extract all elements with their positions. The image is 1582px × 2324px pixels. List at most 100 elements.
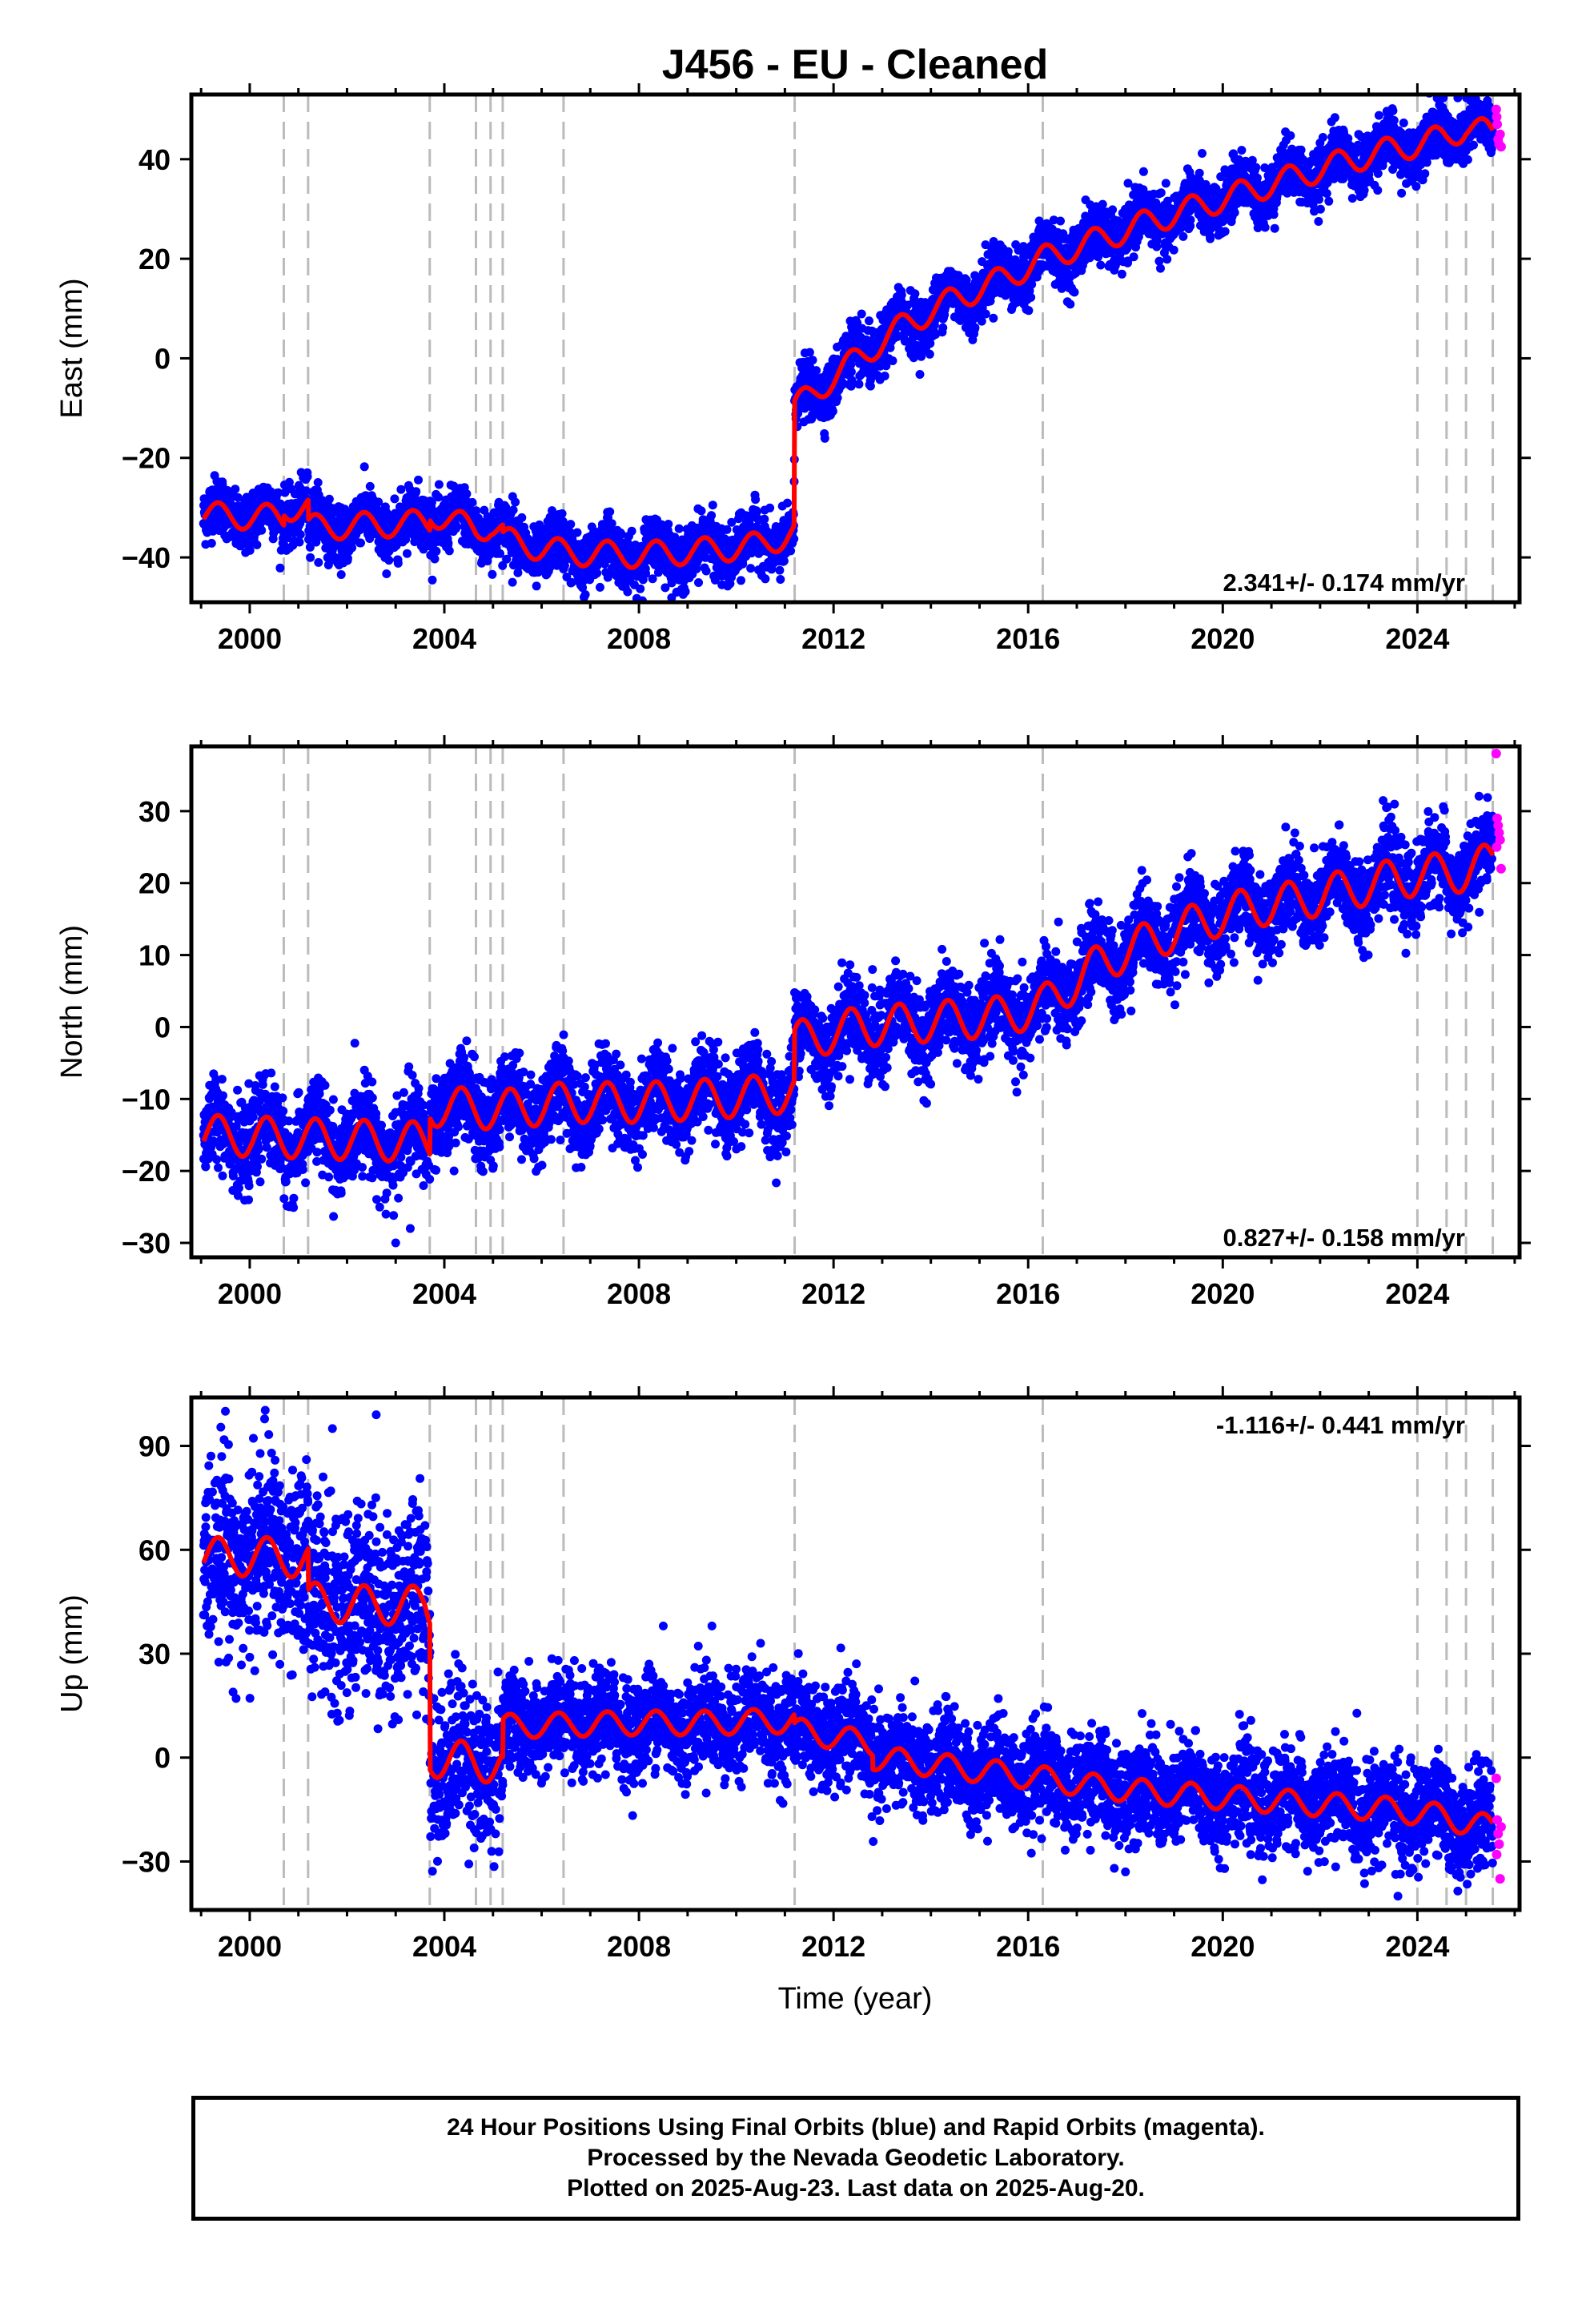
- data-point: [820, 433, 829, 443]
- data-point: [865, 381, 875, 391]
- data-point: [846, 367, 856, 376]
- data-point: [738, 559, 748, 569]
- data-point: [1260, 223, 1270, 232]
- data-point: [783, 498, 792, 508]
- data-point: [511, 497, 520, 507]
- data-point: [572, 528, 582, 537]
- data-point: [636, 584, 645, 593]
- data-point: [231, 485, 240, 494]
- data-point: [532, 581, 541, 591]
- data-point: [1138, 167, 1148, 176]
- data-point: [865, 316, 873, 326]
- data-point: [374, 497, 383, 507]
- data-point: [257, 525, 267, 535]
- data-point: [751, 495, 761, 505]
- data-point: [207, 538, 216, 548]
- data-point: [1269, 210, 1279, 219]
- data-point: [1286, 131, 1295, 140]
- data-point: [722, 525, 732, 534]
- data-point: [468, 497, 477, 507]
- data-point: [343, 553, 352, 563]
- data-point: [365, 481, 375, 491]
- data-point: [1220, 227, 1230, 236]
- data-point: [779, 557, 789, 565]
- data-point: [752, 507, 761, 517]
- data-point: [396, 485, 406, 494]
- data-point: [627, 526, 636, 536]
- data-point: [989, 313, 998, 323]
- data-point: [671, 610, 680, 619]
- data-point: [1026, 292, 1036, 302]
- data-point: [888, 356, 897, 365]
- data-point: [707, 511, 717, 521]
- data-point: [1156, 188, 1166, 198]
- data-point: [1270, 223, 1279, 233]
- data-point: [275, 563, 285, 573]
- data-point: [605, 507, 615, 517]
- data-point: [434, 480, 444, 489]
- data-point: [566, 520, 576, 529]
- data-point: [808, 356, 817, 365]
- data-point: [580, 590, 590, 599]
- data-point: [284, 477, 294, 487]
- data-point: [737, 576, 745, 585]
- data-point: [775, 565, 785, 575]
- data-point: [828, 407, 837, 416]
- data-point: [746, 564, 756, 573]
- data-point: [252, 540, 262, 549]
- data-point: [313, 478, 323, 487]
- chart-title: J456 - EU - Cleaned: [662, 42, 1049, 88]
- data-point: [1066, 300, 1075, 309]
- data-point: [432, 546, 441, 556]
- data-point: [444, 538, 453, 548]
- data-point: [910, 289, 920, 299]
- data-point: [359, 462, 369, 472]
- data-point: [1108, 205, 1118, 215]
- data-point: [1129, 252, 1138, 262]
- data-point: [880, 372, 889, 380]
- data-point: [701, 566, 711, 576]
- data-point: [306, 553, 315, 562]
- data-point: [347, 543, 357, 553]
- data-point: [508, 505, 518, 515]
- data-point: [444, 546, 454, 556]
- data-point: [694, 578, 703, 587]
- data-point: [1230, 208, 1239, 217]
- data-point: [336, 570, 346, 579]
- data-point: [1024, 306, 1034, 316]
- data-point: [305, 542, 315, 552]
- data-point: [857, 309, 866, 319]
- event-lines: [282, 94, 1495, 602]
- data-point: [805, 348, 814, 357]
- data-point: [295, 530, 305, 539]
- data-point: [776, 575, 785, 584]
- data-point: [1178, 231, 1188, 241]
- data-point: [324, 494, 334, 504]
- panel-east: 2000 2004 2008 2012 2016 2020 2024−40−2002040E…: [55, 83, 1531, 655]
- data-point: [382, 569, 391, 578]
- data-point: [430, 554, 440, 564]
- data-point: [414, 475, 423, 485]
- data-point: [1096, 260, 1106, 270]
- data-point: [1117, 269, 1126, 279]
- data-point: [412, 487, 421, 497]
- data-point: [761, 574, 770, 584]
- data-point: [623, 587, 632, 597]
- data-point: [274, 488, 283, 497]
- data-point: [1156, 263, 1165, 273]
- data-point: [233, 493, 243, 502]
- data-point: [428, 575, 437, 585]
- data-point: [1162, 255, 1172, 264]
- data-point: [970, 323, 980, 332]
- data-point: [1206, 234, 1215, 243]
- data-point: [314, 557, 323, 567]
- data-point: [295, 537, 304, 547]
- data-point: [403, 549, 412, 558]
- data-point: [1056, 216, 1065, 226]
- data-point: [1237, 146, 1247, 155]
- data-point: [938, 323, 948, 332]
- data-point: [1251, 163, 1261, 172]
- data-point: [384, 556, 394, 565]
- data-point: [356, 538, 365, 548]
